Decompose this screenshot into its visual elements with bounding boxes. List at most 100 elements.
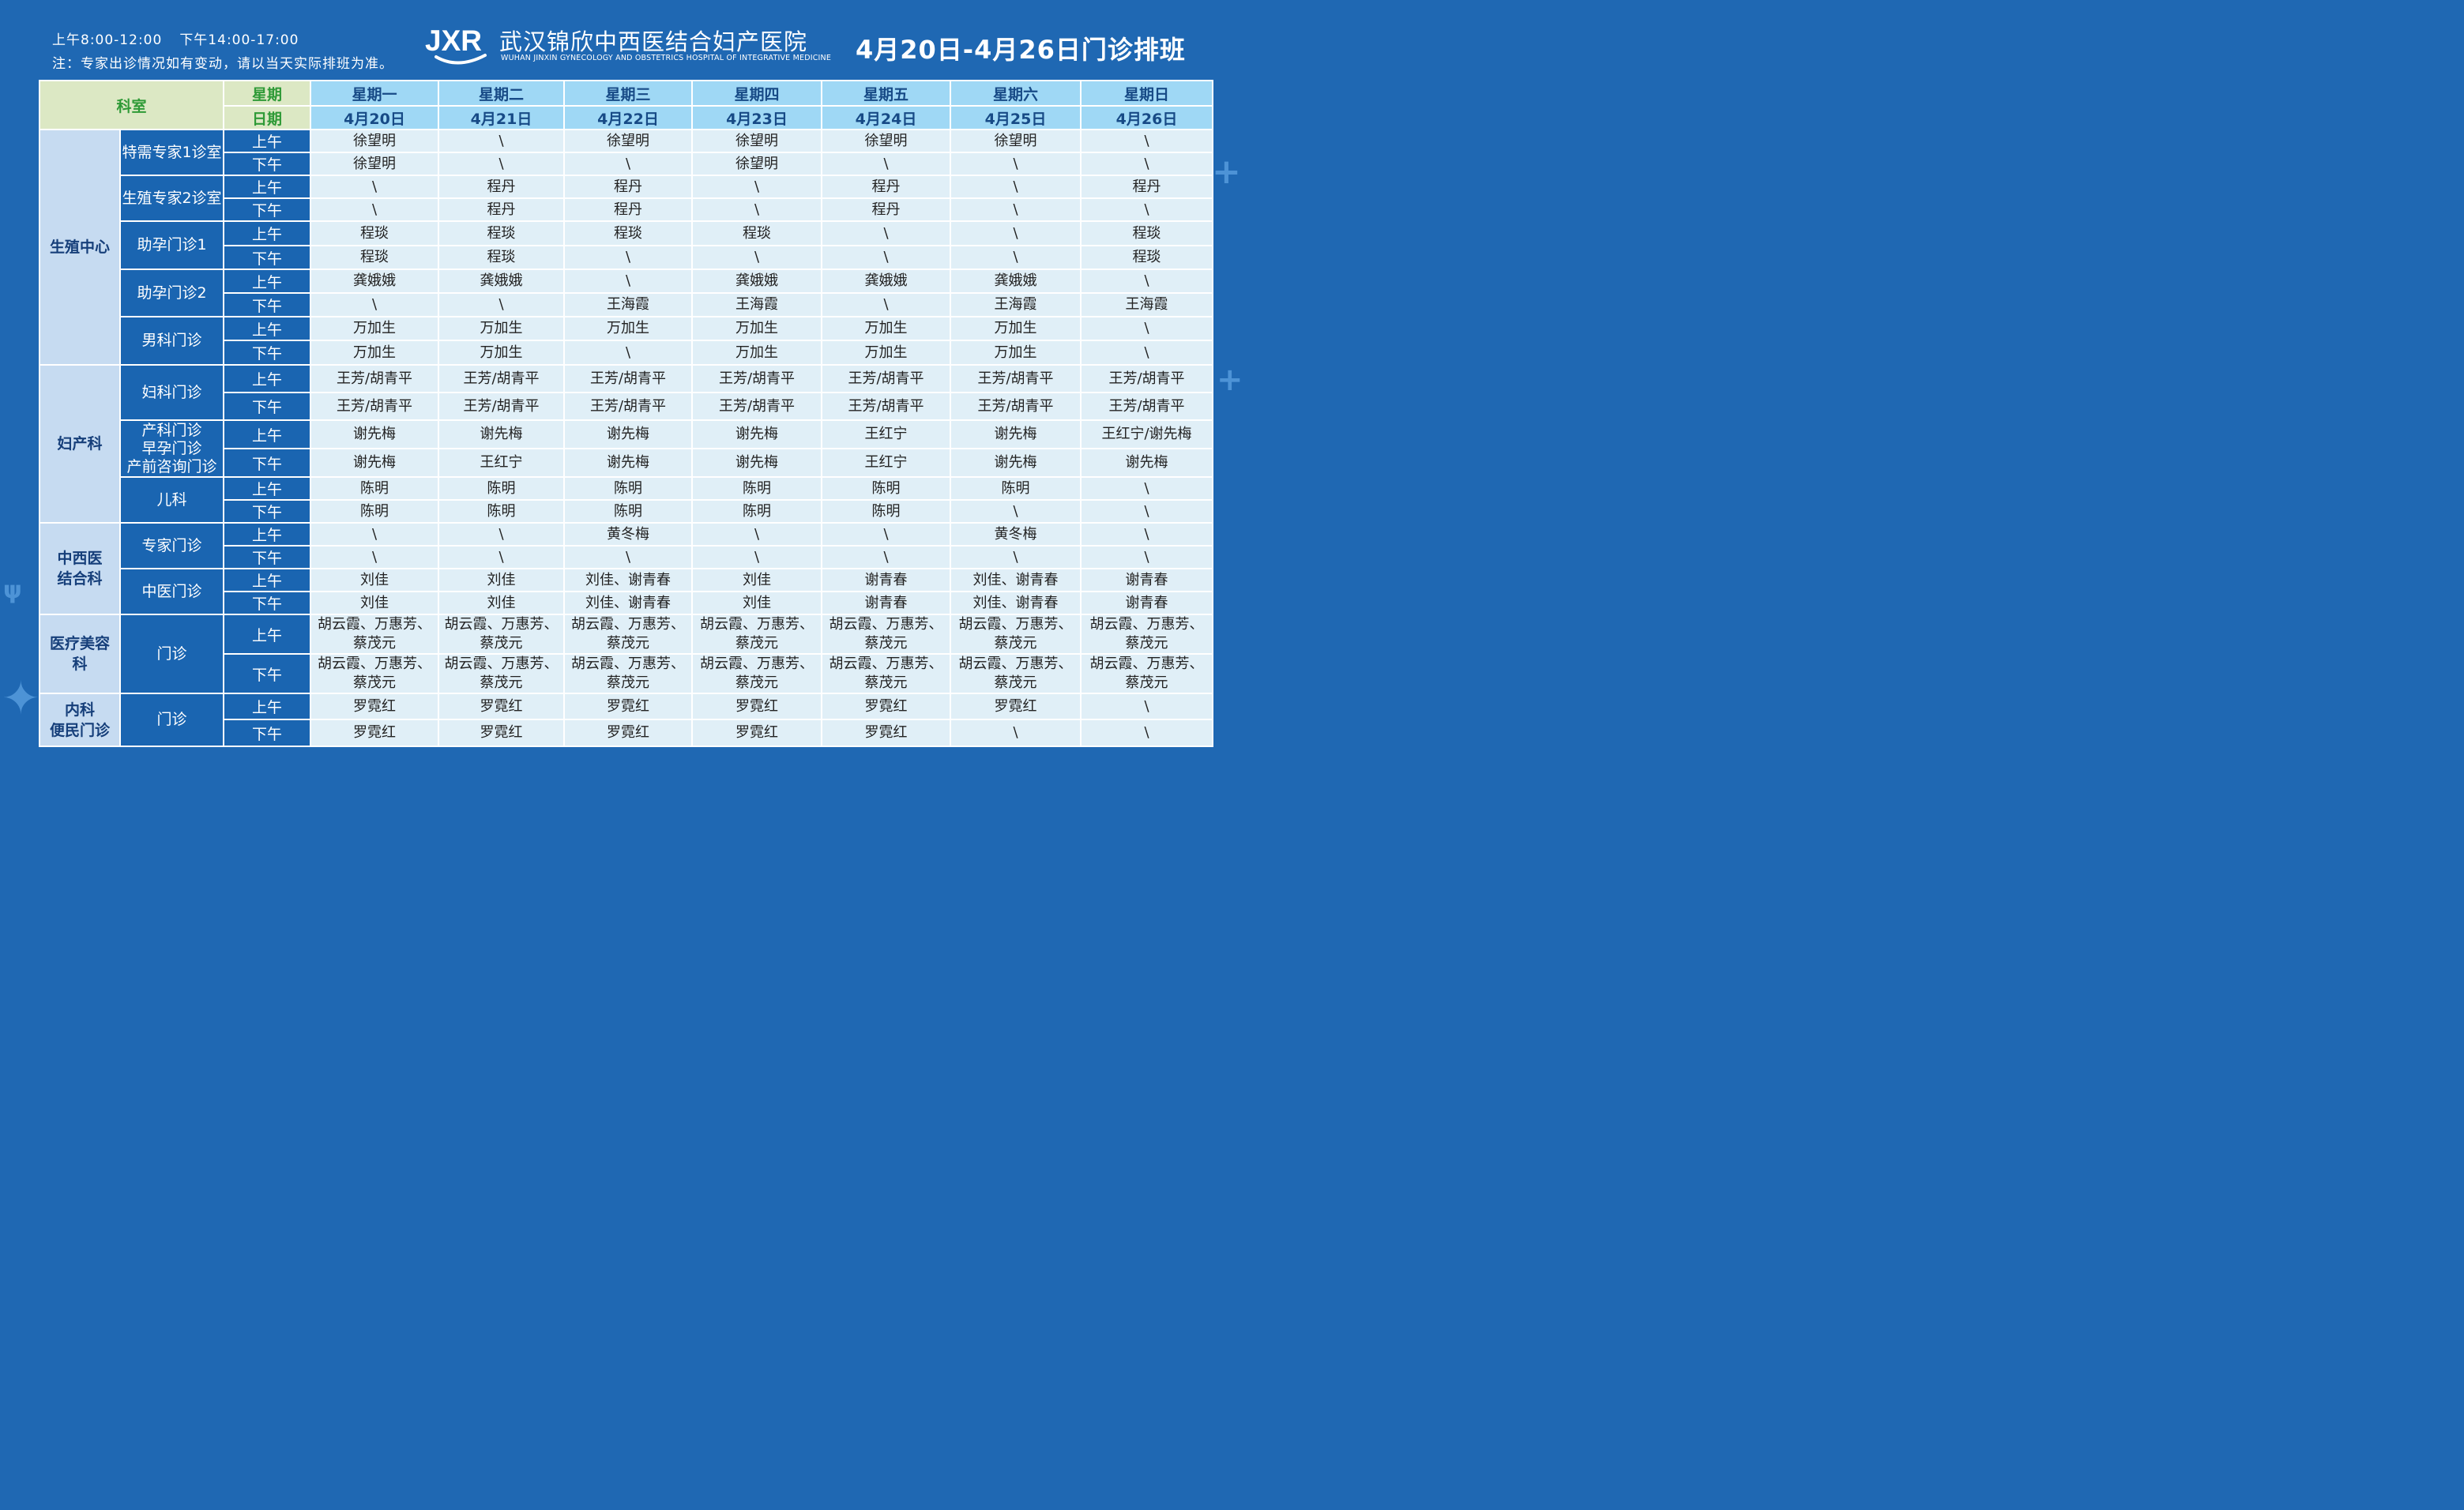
- doctor-cell: \: [563, 340, 694, 366]
- doctor-cell: 龚娥娥: [310, 269, 440, 294]
- date-header: 4月23日: [691, 105, 823, 130]
- star-decoration-icon: ✦: [2, 671, 40, 725]
- doctor-cell: 罗霓红: [691, 719, 823, 747]
- doctor-cell: 程丹: [563, 197, 694, 222]
- week-title: 4月20日-4月26日门诊排班: [856, 35, 1186, 65]
- doctor-cell: \: [310, 545, 440, 569]
- table-row: 儿科 上午 陈明 陈明 陈明 陈明 陈明 陈明 \: [39, 476, 1214, 524]
- department-name: 中西医 结合科: [39, 522, 121, 615]
- table-row: 内科 便民门诊 门诊 上午 罗霓红 罗霓红 罗霓红 罗霓红 罗霓红 罗霓红 \: [39, 693, 1214, 747]
- logo-letters: JXR: [425, 24, 482, 57]
- weekday-header: 星期一: [310, 80, 440, 107]
- doctor-cell: 陈明: [563, 476, 694, 501]
- doctor-cell: 胡云霞、万惠芳、 蔡茂元: [691, 653, 823, 694]
- doctor-cell: 王芳/胡青平: [691, 364, 823, 393]
- doctor-cell: \: [950, 220, 1082, 246]
- doctor-cell: 刘佳、谢青春: [563, 568, 694, 592]
- weekday-header: 星期日: [1080, 80, 1214, 107]
- doctor-cell: 胡云霞、万惠芳、 蔡茂元: [1080, 653, 1214, 694]
- doctor-cell: 程丹: [821, 197, 952, 222]
- doctor-cell: \: [310, 292, 440, 317]
- hours-pm: 下午14:00-17:00: [179, 32, 299, 48]
- hospital-logo: JXR 武汉锦欣中西医结合妇产医院 WUHAN JINXIN GYNECOLOG…: [423, 22, 831, 68]
- clinic-name: 专家门诊: [118, 522, 225, 569]
- table-row: 妇产科 妇科门诊 上午 王芳/胡青平 王芳/胡青平 王芳/胡青平 王芳/胡青平 王芳/胡青平王…: [39, 364, 1214, 524]
- doctor-cell: 程丹: [438, 175, 566, 199]
- doctor-cell: \: [1080, 522, 1214, 547]
- session-am: 上午: [223, 129, 312, 153]
- doctor-line: 胡云霞、万惠芳、: [318, 616, 432, 633]
- doctor-cell: 谢先梅: [691, 419, 823, 449]
- doctor-cell: 王海霞: [563, 292, 694, 317]
- department-name: 生殖中心: [39, 129, 121, 366]
- doctor-cell: 陈明: [691, 499, 823, 524]
- session-pm: 下午: [223, 545, 312, 569]
- clinic-name-line: 产科门诊: [141, 421, 202, 439]
- session-am: 上午: [223, 522, 312, 547]
- session-am: 上午: [223, 316, 312, 341]
- session-am: 上午: [223, 693, 312, 720]
- doctor-cell: 胡云霞、万惠芳、 蔡茂元: [438, 614, 566, 655]
- table-row: 男科门诊 上午 万加生 万加生 万加生 万加生 万加生 万加生 \: [39, 316, 1214, 366]
- doctor-cell: 王红宁: [438, 448, 566, 478]
- doctor-cell: 王芳/胡青平: [691, 392, 823, 421]
- sprout-decoration-icon: ψ: [3, 577, 22, 604]
- doctor-cell: \: [821, 220, 952, 246]
- doctor-cell: 程丹: [563, 175, 694, 199]
- plus-decoration-icon: +: [1212, 152, 1241, 192]
- doctor-cell: \: [950, 245, 1082, 270]
- doctor-cell: 刘佳: [691, 591, 823, 615]
- doctor-cell: 陈明: [821, 499, 952, 524]
- hospital-name-en: WUHAN JINXIN GYNECOLOGY AND OBSTETRICS H…: [501, 54, 832, 62]
- doctor-cell: \: [950, 499, 1082, 524]
- doctor-cell: 黄冬梅: [950, 522, 1082, 547]
- session-pm: 下午: [223, 499, 312, 524]
- doctor-cell: \: [691, 545, 823, 569]
- doctor-cell: 龚娥娥: [691, 269, 823, 294]
- doctor-cell: 程丹: [438, 197, 566, 222]
- doctor-cell: 王芳/胡青平: [310, 364, 440, 393]
- dept-column-header: 科室: [38, 80, 225, 130]
- doctor-cell: 王芳/胡青平: [563, 364, 694, 393]
- session-pm: 下午: [223, 591, 312, 615]
- doctor-cell: 王芳/胡青平: [821, 392, 952, 421]
- doctor-cell: 万加生: [310, 340, 440, 366]
- table-row: 下午 \ \ \ \ \ \ \: [39, 545, 1214, 569]
- doctor-cell: \: [438, 152, 566, 176]
- table-row: 下午 王芳/胡青平 王芳/胡青平 王芳/胡青平 王芳/胡青平 王芳/胡青平 王芳/胡青平 王芳…: [39, 392, 1214, 421]
- doctor-cell: \: [310, 175, 440, 199]
- table-row: 下午 罗霓红 罗霓红 罗霓红 罗霓红 罗霓红 \ \: [39, 719, 1214, 747]
- weekday-header: 星期二: [438, 80, 566, 107]
- doctor-cell: 罗霓红: [563, 693, 694, 720]
- session-am: 上午: [223, 476, 312, 501]
- table-row: 产科门诊 早孕门诊 产前咨询门诊 上午 谢先梅 谢先梅 谢先梅 谢先梅 王红宁 谢先梅 王红宁/谢先…: [39, 419, 1214, 478]
- clinic-name: 助孕门诊1: [118, 220, 225, 270]
- table-row: 日期 4月20日 4月21日 4月22日 4月23日 4月24日 4月25日 4月26日: [39, 105, 1214, 130]
- doctor-cell: \: [438, 292, 566, 317]
- doctor-cell: 谢青春: [821, 568, 952, 592]
- weekday-header: 星期五: [821, 80, 952, 107]
- doctor-cell: 胡云霞、万惠芳、 蔡茂元: [691, 614, 823, 655]
- doctor-cell: 胡云霞、万惠芳、 蔡茂元: [821, 653, 952, 694]
- doctor-cell: 王海霞: [950, 292, 1082, 317]
- doctor-cell: \: [950, 545, 1082, 569]
- doctor-cell: 刘佳: [438, 568, 566, 592]
- doctor-cell: \: [821, 245, 952, 270]
- doctor-cell: 陈明: [438, 499, 566, 524]
- doctor-cell: 程琰: [1080, 220, 1214, 246]
- session-am: 上午: [223, 269, 312, 294]
- session-pm: 下午: [223, 448, 312, 478]
- doctor-cell: \: [821, 522, 952, 547]
- doctor-cell: \: [1080, 545, 1214, 569]
- doctor-cell: 徐望明: [691, 129, 823, 153]
- doctor-cell: 罗霓红: [310, 693, 440, 720]
- doctor-cell: 徐望明: [310, 152, 440, 176]
- clinic-name: 特需专家1诊室: [118, 129, 225, 176]
- doctor-cell: \: [950, 175, 1082, 199]
- doctor-cell: 王芳/胡青平: [1080, 364, 1214, 393]
- doctor-cell: \: [691, 197, 823, 222]
- doctor-cell: 刘佳: [310, 568, 440, 592]
- doctor-cell: 胡云霞、万惠芳、 蔡茂元: [950, 653, 1082, 694]
- doctor-cell: 龚娥娥: [950, 269, 1082, 294]
- date-label: 日期: [223, 105, 312, 130]
